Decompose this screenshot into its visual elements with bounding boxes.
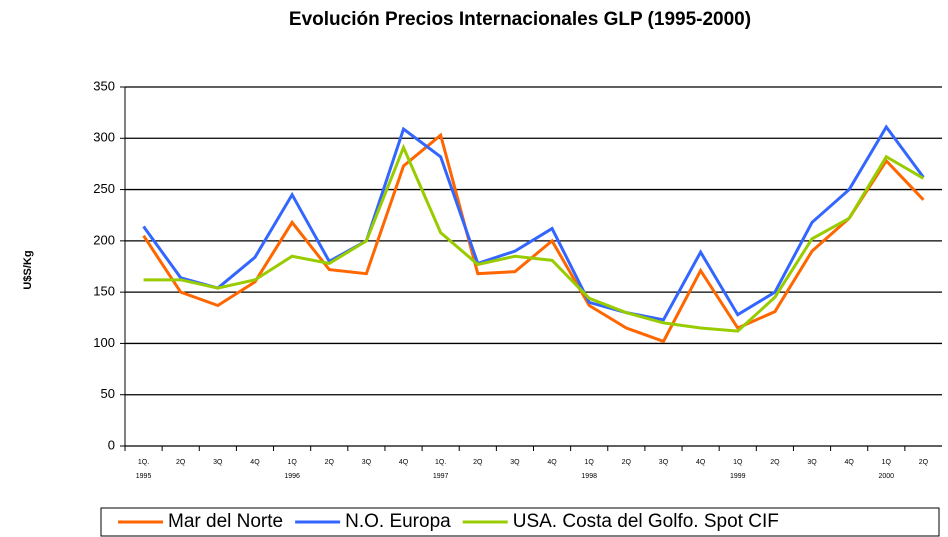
x-tick-label: 2Q bbox=[176, 459, 186, 466]
x-tick-label: 3Q bbox=[510, 459, 520, 466]
y-tick-label: 50 bbox=[101, 386, 115, 401]
legend-label: N.O. Europa bbox=[345, 511, 451, 532]
chart-title: Evolución Precios Internacionales GLP (1… bbox=[289, 9, 751, 30]
x-year-label: 1999 bbox=[730, 473, 746, 480]
y-tick-label: 200 bbox=[93, 232, 115, 247]
x-tick-label: 2Q bbox=[473, 459, 483, 466]
x-year-label: 1997 bbox=[433, 473, 449, 480]
x-tick-label: 4Q bbox=[696, 459, 706, 466]
x-tick-label: 2Q bbox=[919, 459, 929, 466]
y-tick-label: 150 bbox=[93, 284, 115, 299]
x-tick-label: 1Q bbox=[733, 459, 743, 466]
y-tick-label: 250 bbox=[93, 181, 115, 196]
x-tick-label: 2Q bbox=[622, 459, 632, 466]
x-year-label: 1998 bbox=[581, 473, 597, 480]
series-line bbox=[142, 124, 925, 322]
legend-label: Mar del Norte bbox=[168, 511, 283, 532]
x-year-label: 2000 bbox=[879, 473, 895, 480]
x-tick-label: 3Q bbox=[807, 459, 817, 466]
legend-label: USA. Costa del Golfo. Spot CIF bbox=[513, 511, 779, 532]
x-tick-label: 3Q bbox=[213, 459, 223, 466]
x-tick-label: 1Q bbox=[287, 459, 297, 466]
x-tick-label: 1Q. bbox=[435, 459, 446, 466]
x-tick-label: 1Q bbox=[585, 459, 595, 466]
y-tick-label: 0 bbox=[108, 437, 115, 452]
series-line bbox=[142, 132, 925, 344]
y-tick-label: 100 bbox=[93, 335, 115, 350]
x-year-label: 1995 bbox=[136, 473, 152, 480]
y-tick-label: 300 bbox=[93, 130, 115, 145]
y-axis-label: U$S/Kg bbox=[22, 250, 34, 289]
x-tick-label: 3Q bbox=[362, 459, 372, 466]
x-tick-label: 4Q bbox=[547, 459, 557, 466]
x-tick-label: 1Q bbox=[882, 459, 892, 466]
y-tick-label: 350 bbox=[93, 78, 115, 93]
x-tick-label: 4Q bbox=[250, 459, 260, 466]
x-year-label: 1996 bbox=[284, 473, 300, 480]
x-tick-label: 3Q bbox=[659, 459, 669, 466]
legend: Mar del Norte N.O. Europa USA. Costa del G… bbox=[100, 507, 940, 537]
legend-box bbox=[100, 507, 940, 537]
series-line bbox=[143, 143, 925, 333]
x-tick-label: 2Q bbox=[325, 459, 335, 466]
x-tick-label: 1Q. bbox=[138, 459, 149, 466]
x-tick-label: 2Q bbox=[770, 459, 780, 466]
x-tick-label: 4Q bbox=[399, 459, 409, 466]
x-tick-label: 4Q bbox=[844, 459, 854, 466]
